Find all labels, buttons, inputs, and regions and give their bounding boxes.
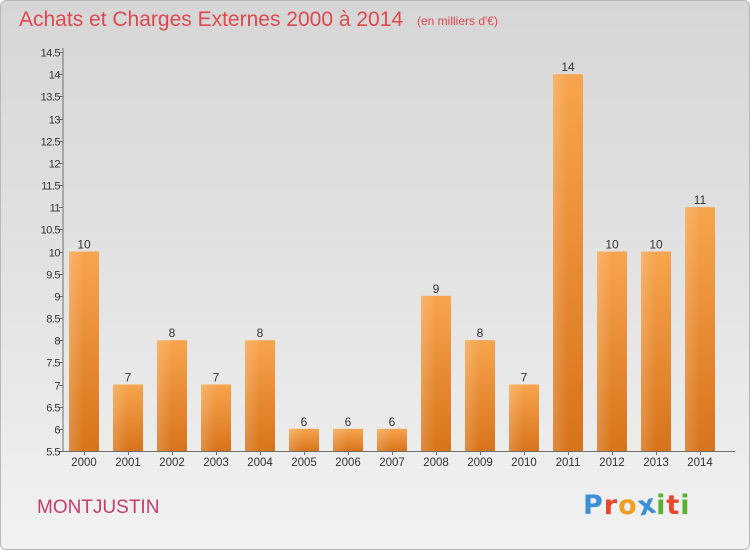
x-tick-label: 2013 [643,457,669,469]
bar-highlight [421,295,436,451]
data-label: 8 [257,326,264,340]
data-label: 9 [433,282,440,296]
y-tick-label: 13 [49,115,61,127]
bar-highlight [553,74,568,452]
y-tick-label: 14.5 [41,48,61,60]
y-tick-label: 13.5 [41,92,61,104]
proxiti-logo: Proxiti [583,488,691,522]
logo-letter: r [603,490,619,521]
y-tick-label: 11 [50,203,61,215]
data-label: 11 [694,193,707,207]
bar-highlight [69,251,84,451]
data-label: 8 [169,326,176,340]
logo-letter: P [583,490,604,521]
y-tick-label: 11.5 [41,181,60,193]
y-tick-label: 7 [54,381,60,393]
x-tick-label: 2006 [335,457,361,469]
x-tick-label: 2011 [556,457,581,469]
x-tick-label: 2005 [291,457,317,469]
x-tick-label: 2002 [159,457,185,469]
x-tick-label: 2007 [379,457,405,469]
x-tick-label: 2003 [203,457,229,469]
data-label: 7 [521,371,528,385]
y-tick-label: 12.5 [41,137,61,149]
y-tick-label: 9 [54,292,60,304]
x-tick-label: 2001 [115,457,141,469]
chart-subtitle: (en milliers d'€) [417,14,498,28]
logo-letter: i [680,490,691,521]
data-label: 10 [605,238,619,252]
x-tick-label: 2014 [687,457,713,469]
bar-highlight [333,428,348,451]
data-label: 7 [213,371,220,385]
data-label: 10 [649,238,663,252]
data-labels: 10 7 8 7 8 6 6 6 9 8 7 14 10 10 11 [77,60,706,429]
axes: 5.5 6 6.5 7 7.5 8 8.5 9 9.5 10 10.5 11 11.5 12 12.5 13 1… [41,48,735,469]
y-tick-label: 10 [49,248,61,260]
x-tick-label: 2008 [423,457,449,469]
bar-highlight [685,207,700,451]
bar-highlight [597,251,612,451]
x-tick-label: 2010 [511,457,537,469]
y-tick-label: 8 [54,336,60,348]
chart-title: Achats et Charges Externes 2000 à 2014 [19,8,404,31]
x-tick-label: 2004 [247,457,273,469]
bar-highlight [465,340,480,451]
y-tick-label: 8.5 [46,314,60,326]
y-tick-label: 5.5 [46,447,60,459]
logo-letter: i [656,490,667,521]
bar-highlight [157,340,172,451]
data-label: 8 [477,326,484,340]
y-tick-label: 9.5 [46,270,60,282]
bars [69,74,715,452]
bar-highlight [509,384,524,451]
y-tick-label: 14 [49,70,61,82]
bar-highlight [641,251,656,451]
data-label: 6 [389,415,396,429]
bar-highlight [289,428,304,451]
x-tick-label: 2000 [71,457,97,469]
data-label: 6 [301,415,308,429]
bar-highlight [201,384,216,451]
x-tick-label: 2009 [467,457,493,469]
bar-highlight [245,340,260,451]
y-tick-label: 6 [54,425,60,437]
y-tick-label: 10.5 [41,225,61,237]
x-tick-label: 2012 [599,457,625,469]
data-label: 6 [345,415,352,429]
data-label: 7 [125,371,132,385]
y-tick-label: 12 [49,159,61,171]
bar-highlight [377,428,392,451]
logo-letter: o [618,490,638,521]
y-tick-label: 7.5 [46,358,60,370]
bar-highlight [113,384,128,451]
logo-letter: t [666,490,681,521]
y-tick-label: 6.5 [46,403,60,415]
data-label: 14 [561,60,575,74]
data-label: 10 [77,238,91,252]
commune-name: MONTJUSTIN [37,497,160,518]
